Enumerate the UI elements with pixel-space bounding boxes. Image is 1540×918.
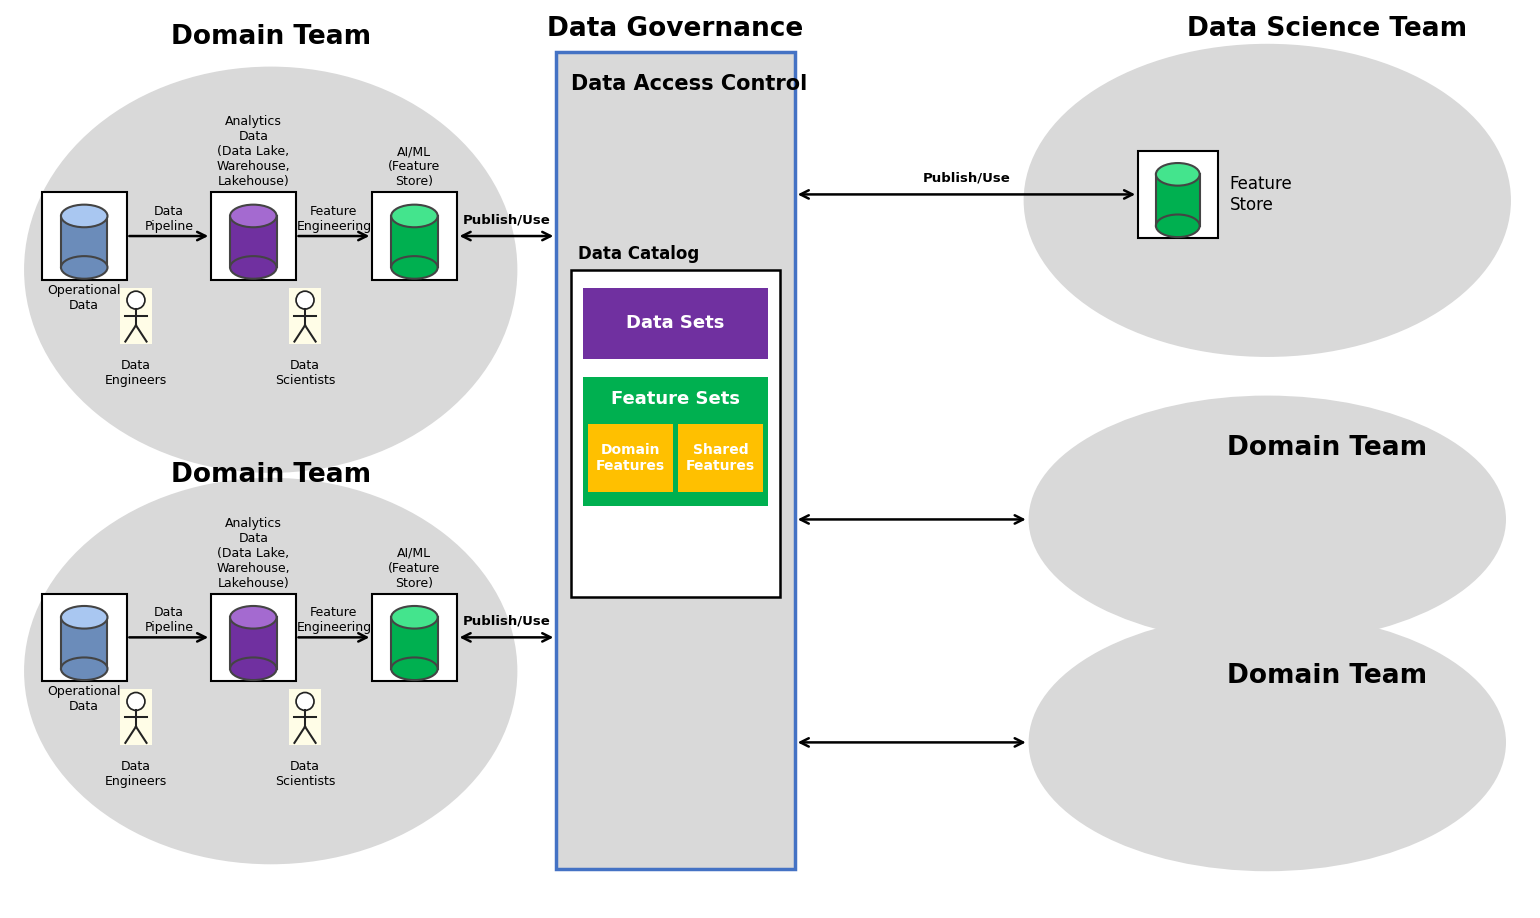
Polygon shape: [391, 617, 437, 668]
Ellipse shape: [391, 657, 437, 680]
FancyBboxPatch shape: [42, 193, 126, 280]
Text: Shared
Features: Shared Features: [687, 442, 755, 473]
Text: Feature
Engineering: Feature Engineering: [296, 205, 371, 233]
Circle shape: [126, 692, 145, 711]
Text: Data Governance: Data Governance: [547, 16, 804, 42]
Ellipse shape: [1029, 396, 1506, 644]
Ellipse shape: [1029, 613, 1506, 871]
Text: Domain Team: Domain Team: [1227, 435, 1428, 461]
Ellipse shape: [1157, 163, 1200, 185]
Polygon shape: [229, 216, 277, 267]
FancyBboxPatch shape: [571, 270, 779, 597]
Polygon shape: [62, 216, 108, 267]
Text: Data Catalog: Data Catalog: [578, 245, 699, 263]
Polygon shape: [62, 617, 108, 668]
Text: Data
Engineers: Data Engineers: [105, 359, 166, 386]
Ellipse shape: [391, 606, 437, 629]
Ellipse shape: [25, 478, 517, 864]
Text: Feature Sets: Feature Sets: [611, 389, 741, 408]
FancyBboxPatch shape: [42, 594, 126, 681]
Text: Data
Scientists: Data Scientists: [274, 760, 336, 789]
Ellipse shape: [229, 657, 277, 680]
Text: Analytics
Data
(Data Lake,
Warehouse,
Lakehouse): Analytics Data (Data Lake, Warehouse, La…: [217, 116, 290, 188]
Text: Publish/Use: Publish/Use: [462, 614, 550, 628]
Ellipse shape: [229, 256, 277, 279]
Text: Data
Pipeline: Data Pipeline: [145, 205, 194, 233]
Ellipse shape: [1024, 44, 1511, 357]
Text: Publish/Use: Publish/Use: [462, 213, 550, 226]
Text: Data
Scientists: Data Scientists: [274, 359, 336, 386]
FancyBboxPatch shape: [584, 287, 768, 359]
Ellipse shape: [1157, 215, 1200, 237]
Text: Data Science Team: Data Science Team: [1187, 16, 1468, 42]
Text: Publish/Use: Publish/Use: [922, 172, 1010, 185]
FancyBboxPatch shape: [679, 424, 762, 492]
FancyBboxPatch shape: [211, 594, 296, 681]
Text: Operational
Data: Operational Data: [48, 284, 122, 311]
FancyBboxPatch shape: [588, 424, 673, 492]
Ellipse shape: [229, 205, 277, 228]
Polygon shape: [288, 689, 322, 745]
Text: Domain
Features: Domain Features: [596, 442, 665, 473]
Text: Operational
Data: Operational Data: [48, 685, 122, 713]
Text: Feature
Store: Feature Store: [1229, 175, 1292, 214]
Text: Data Sets: Data Sets: [627, 314, 725, 332]
Circle shape: [296, 692, 314, 711]
FancyBboxPatch shape: [211, 193, 296, 280]
Text: Domain Team: Domain Team: [1227, 663, 1428, 689]
Polygon shape: [120, 288, 152, 344]
Text: Data
Engineers: Data Engineers: [105, 760, 166, 789]
Text: AI/ML
(Feature
Store): AI/ML (Feature Store): [388, 145, 440, 188]
FancyBboxPatch shape: [584, 376, 768, 506]
Text: Feature
Engineering: Feature Engineering: [296, 607, 371, 634]
Text: Domain Team: Domain Team: [171, 24, 371, 50]
FancyBboxPatch shape: [373, 594, 457, 681]
Text: Domain Team: Domain Team: [171, 462, 371, 488]
Ellipse shape: [391, 205, 437, 228]
Polygon shape: [229, 617, 277, 668]
Ellipse shape: [62, 256, 108, 279]
FancyBboxPatch shape: [1138, 151, 1218, 238]
Polygon shape: [1157, 174, 1200, 226]
Polygon shape: [120, 689, 152, 745]
Text: AI/ML
(Feature
Store): AI/ML (Feature Store): [388, 547, 440, 589]
Polygon shape: [288, 288, 322, 344]
FancyBboxPatch shape: [556, 51, 795, 869]
Circle shape: [296, 291, 314, 309]
Text: Data Access Control: Data Access Control: [571, 73, 807, 94]
Ellipse shape: [62, 205, 108, 228]
Polygon shape: [391, 216, 437, 267]
Ellipse shape: [25, 67, 517, 473]
Text: Data
Pipeline: Data Pipeline: [145, 607, 194, 634]
Text: Analytics
Data
(Data Lake,
Warehouse,
Lakehouse): Analytics Data (Data Lake, Warehouse, La…: [217, 517, 290, 589]
Ellipse shape: [391, 256, 437, 279]
FancyBboxPatch shape: [373, 193, 457, 280]
Ellipse shape: [62, 657, 108, 680]
Ellipse shape: [229, 606, 277, 629]
Ellipse shape: [62, 606, 108, 629]
Circle shape: [126, 291, 145, 309]
